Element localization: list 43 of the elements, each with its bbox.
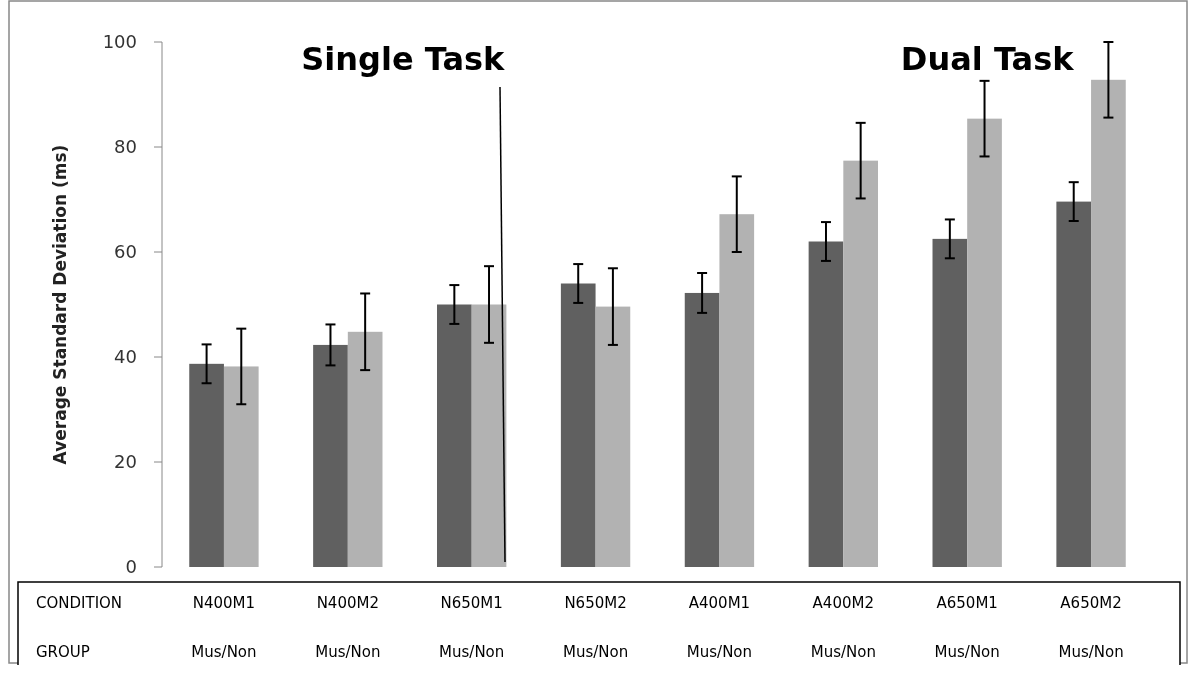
annotation: Dual Task	[900, 40, 1075, 78]
annotation: Single Task	[301, 40, 506, 78]
bar	[719, 214, 755, 567]
bar	[313, 344, 348, 567]
text: GROUP	[36, 643, 90, 662]
bar	[189, 363, 224, 567]
x-tick-label: N650M2	[564, 594, 627, 613]
text: Mus/Non	[315, 643, 381, 662]
y-tick-label: 60	[114, 241, 137, 263]
y-axis-title: Average Standard Deviation (ms)	[50, 144, 70, 465]
bar	[595, 306, 631, 567]
y-tick-label: 80	[114, 136, 137, 158]
bar	[471, 304, 507, 567]
bar	[223, 366, 259, 567]
y-tick-label: 40	[114, 346, 137, 368]
x-tick-label: N650M1	[440, 594, 503, 613]
bar	[1091, 79, 1126, 567]
text: CONDITION	[36, 594, 123, 613]
x-tick-label: A650M1	[936, 594, 998, 613]
bar	[1056, 201, 1092, 567]
y-tick-label: 100	[102, 31, 137, 53]
bar	[932, 238, 968, 567]
text: Mus/Non	[1058, 643, 1124, 662]
text: Mus/Non	[810, 643, 876, 662]
bar	[560, 283, 596, 567]
bar	[843, 160, 878, 567]
text: Mus/Non	[934, 643, 1000, 662]
text: Mus/Non	[191, 643, 257, 662]
text: Mus/Non	[439, 643, 505, 662]
bar	[684, 292, 720, 567]
bar	[347, 331, 383, 567]
x-tick-label: N400M1	[192, 594, 256, 613]
x-tick-label: N400M2	[316, 594, 379, 613]
y-tick-label: 0	[125, 556, 137, 578]
bar	[437, 304, 472, 567]
bar	[967, 118, 1002, 567]
y-tick-label: 20	[114, 451, 137, 473]
x-tick-label: A650M2	[1060, 594, 1122, 613]
text: Mus/Non	[562, 643, 629, 662]
bar	[808, 241, 844, 567]
x-tick-label: A400M2	[812, 594, 875, 613]
text: Mus/Non	[686, 643, 753, 662]
x-tick-label: A400M1	[688, 594, 751, 613]
